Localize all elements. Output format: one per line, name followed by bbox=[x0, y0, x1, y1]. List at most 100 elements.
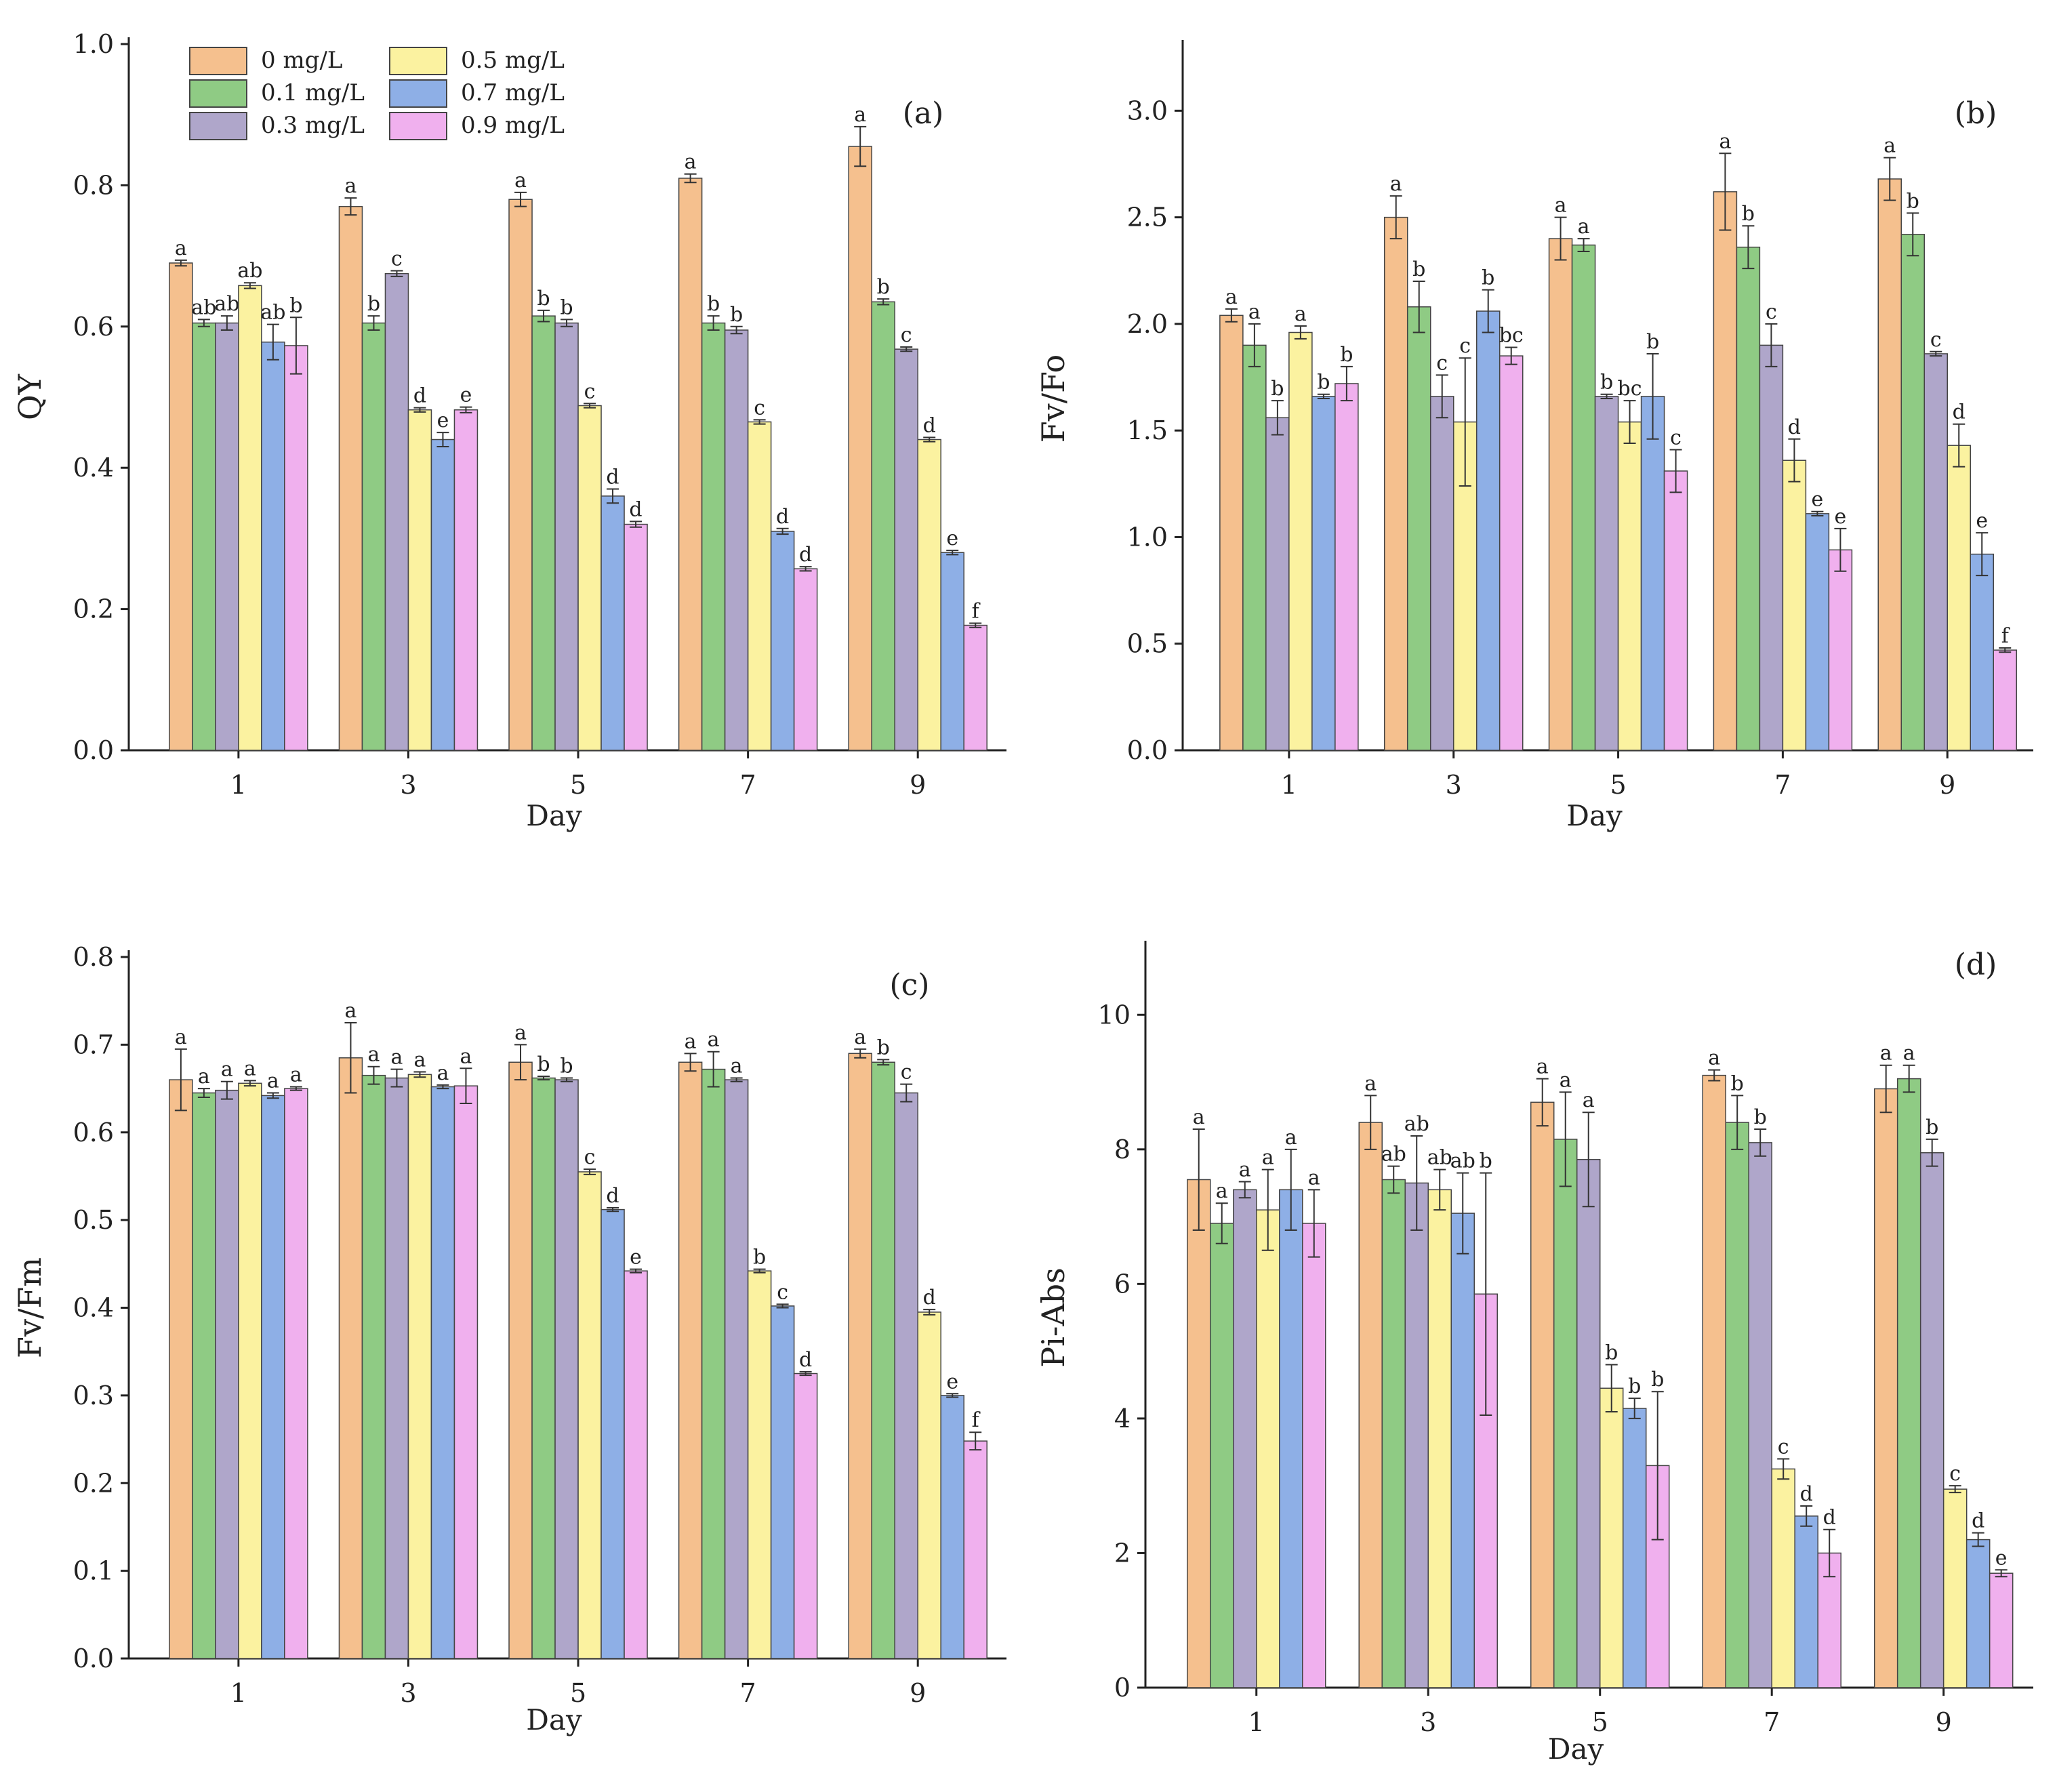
legend-entry-label: 0.3 mg/L bbox=[261, 112, 365, 139]
significance-label: a bbox=[1262, 1146, 1274, 1170]
bar bbox=[215, 1089, 239, 1659]
bar bbox=[1358, 1122, 1383, 1688]
significance-label: e bbox=[630, 1246, 642, 1269]
bar bbox=[1576, 1158, 1601, 1688]
bar bbox=[384, 272, 409, 751]
x-tick-label: 7 bbox=[1764, 1707, 1780, 1737]
significance-label: a bbox=[1903, 1042, 1915, 1065]
bar bbox=[1553, 1139, 1578, 1688]
x-tick-label: 5 bbox=[570, 770, 586, 800]
significance-label: c bbox=[1459, 334, 1471, 358]
significance-label: a bbox=[1225, 285, 1238, 309]
significance-label: b bbox=[1731, 1072, 1744, 1095]
bar bbox=[238, 285, 262, 751]
significance-label: a bbox=[345, 999, 357, 1023]
bar bbox=[238, 1082, 262, 1659]
bar bbox=[453, 1085, 478, 1659]
significance-label: a bbox=[685, 150, 697, 174]
bar bbox=[338, 205, 363, 751]
bar bbox=[169, 1079, 193, 1659]
bar bbox=[1256, 1209, 1280, 1688]
bar bbox=[1219, 314, 1244, 751]
significance-label: a bbox=[1390, 172, 1402, 196]
bar bbox=[894, 1092, 918, 1659]
y-tick-label: 0.8 bbox=[73, 170, 114, 200]
bar bbox=[1966, 1539, 1991, 1688]
legend-swatch bbox=[189, 79, 247, 108]
y-tick-label: 0.2 bbox=[73, 594, 114, 624]
panel-a: QY Day (a) 0.0 0.2 0.4 0.6 0.8 1.0 1 3 5 7 9 a a a a a a… bbox=[12, 29, 1006, 832]
bar bbox=[624, 1270, 648, 1659]
bar bbox=[1736, 246, 1761, 751]
significance-label: a bbox=[1555, 194, 1567, 218]
legend-swatch bbox=[389, 79, 447, 108]
significance-label: d bbox=[923, 413, 936, 437]
significance-label: a bbox=[1719, 129, 1731, 153]
significance-label: a bbox=[854, 1025, 866, 1049]
significance-label: d bbox=[799, 543, 812, 567]
significance-label: b bbox=[1317, 371, 1330, 394]
significance-label: d bbox=[776, 505, 789, 529]
x-tick-label: 1 bbox=[230, 770, 247, 800]
significance-label: b bbox=[1340, 343, 1353, 367]
y-tick-label: 0.0 bbox=[73, 1644, 114, 1673]
significance-label: c bbox=[777, 1280, 788, 1304]
bar bbox=[1450, 1213, 1475, 1688]
bar bbox=[1900, 234, 1925, 751]
y-tick-label: 2 bbox=[1114, 1538, 1131, 1568]
significance-label: d bbox=[1953, 401, 1966, 424]
significance-label: b bbox=[1646, 330, 1659, 354]
bar bbox=[430, 1086, 455, 1659]
bar bbox=[1571, 244, 1596, 751]
significance-label: bc bbox=[1618, 377, 1642, 401]
significance-label: ab bbox=[191, 296, 216, 319]
bar bbox=[747, 1270, 772, 1659]
bar bbox=[1383, 216, 1408, 751]
significance-label: ab bbox=[214, 292, 239, 316]
x-tick-label: 1 bbox=[1248, 1707, 1265, 1737]
significance-label: b bbox=[1628, 1374, 1641, 1398]
significance-label: c bbox=[901, 1061, 912, 1084]
significance-label: ab bbox=[260, 301, 285, 325]
legend-entry-label: 0.1 mg/L bbox=[261, 79, 365, 106]
bar bbox=[1599, 1387, 1624, 1688]
bar bbox=[1622, 1408, 1647, 1688]
significance-label: b bbox=[1480, 1149, 1492, 1173]
y-tick-label: 0.6 bbox=[73, 1118, 114, 1147]
bar bbox=[1993, 649, 2017, 751]
bar bbox=[1919, 1152, 1944, 1688]
legend-swatch bbox=[389, 47, 447, 75]
significance-label: f bbox=[972, 1408, 981, 1432]
bar bbox=[1594, 396, 1619, 751]
significance-label: a bbox=[391, 1046, 403, 1070]
significance-label: a bbox=[1883, 134, 1896, 158]
significance-label: b bbox=[1907, 189, 1919, 213]
significance-label: a bbox=[731, 1055, 743, 1078]
significance-label: a bbox=[685, 1030, 697, 1053]
x-tick-label: 5 bbox=[1610, 770, 1626, 800]
bar bbox=[1805, 513, 1830, 751]
significance-label: ab bbox=[1404, 1112, 1429, 1136]
significance-label: b bbox=[289, 293, 302, 317]
y-tick-label: 0.0 bbox=[73, 735, 114, 765]
significance-label: a bbox=[1308, 1166, 1320, 1189]
significance-label: ab bbox=[237, 259, 262, 283]
legend-swatch bbox=[189, 112, 247, 140]
bar bbox=[1210, 1223, 1234, 1688]
y-tick-label: 0.5 bbox=[73, 1205, 114, 1235]
significance-label: d bbox=[923, 1286, 936, 1309]
significance-label: a bbox=[437, 1061, 449, 1085]
significance-label: a bbox=[345, 174, 357, 198]
bar bbox=[192, 1092, 216, 1659]
significance-label: b bbox=[1271, 377, 1284, 401]
x-tick-label: 9 bbox=[1936, 1707, 1952, 1737]
y-tick-label: 3.0 bbox=[1127, 96, 1168, 125]
bar bbox=[1713, 191, 1738, 751]
bar bbox=[453, 409, 478, 751]
significance-label: d bbox=[629, 497, 642, 521]
significance-label: a bbox=[1578, 215, 1590, 239]
bar bbox=[1828, 549, 1853, 751]
significance-label: a bbox=[1285, 1126, 1297, 1149]
significance-label: c bbox=[1778, 1435, 1789, 1459]
